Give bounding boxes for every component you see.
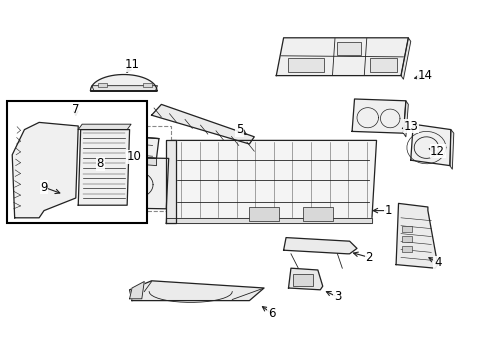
Text: 3: 3 — [333, 291, 341, 303]
Polygon shape — [288, 268, 322, 290]
Bar — [402, 226, 411, 232]
Text: 10: 10 — [127, 150, 142, 163]
Text: 13: 13 — [403, 120, 417, 132]
Text: 14: 14 — [417, 69, 432, 82]
Polygon shape — [129, 281, 264, 301]
Text: 8: 8 — [96, 157, 104, 170]
Text: 11: 11 — [124, 58, 139, 71]
Polygon shape — [63, 157, 168, 209]
Polygon shape — [110, 135, 159, 158]
Text: 12: 12 — [429, 145, 444, 158]
Bar — [98, 83, 106, 87]
Polygon shape — [283, 238, 356, 254]
Bar — [249, 207, 278, 221]
Polygon shape — [351, 99, 405, 133]
Polygon shape — [129, 282, 144, 299]
Polygon shape — [410, 124, 450, 166]
Bar — [402, 236, 411, 242]
Bar — [293, 274, 312, 286]
Text: 7: 7 — [72, 103, 80, 116]
Text: 9: 9 — [40, 181, 48, 194]
Bar — [59, 126, 171, 211]
Bar — [142, 83, 151, 87]
Bar — [337, 42, 360, 55]
Polygon shape — [166, 140, 376, 223]
Polygon shape — [151, 104, 254, 144]
Polygon shape — [110, 155, 156, 166]
Text: 5: 5 — [235, 123, 243, 136]
Bar — [303, 207, 332, 221]
Polygon shape — [276, 38, 407, 76]
Text: 4: 4 — [433, 256, 441, 269]
Polygon shape — [90, 75, 157, 91]
Text: 1: 1 — [384, 204, 392, 217]
Polygon shape — [166, 218, 371, 223]
Bar — [369, 58, 396, 72]
Polygon shape — [12, 122, 78, 218]
Polygon shape — [78, 124, 131, 130]
Bar — [287, 58, 324, 72]
Polygon shape — [449, 130, 453, 169]
Bar — [7, 101, 146, 223]
Text: 6: 6 — [267, 307, 275, 320]
Text: 2: 2 — [365, 251, 372, 264]
Polygon shape — [400, 38, 410, 79]
Polygon shape — [78, 130, 129, 205]
Polygon shape — [166, 140, 176, 223]
Polygon shape — [395, 203, 437, 268]
Polygon shape — [92, 86, 157, 91]
Bar — [402, 246, 411, 252]
Polygon shape — [403, 101, 407, 137]
